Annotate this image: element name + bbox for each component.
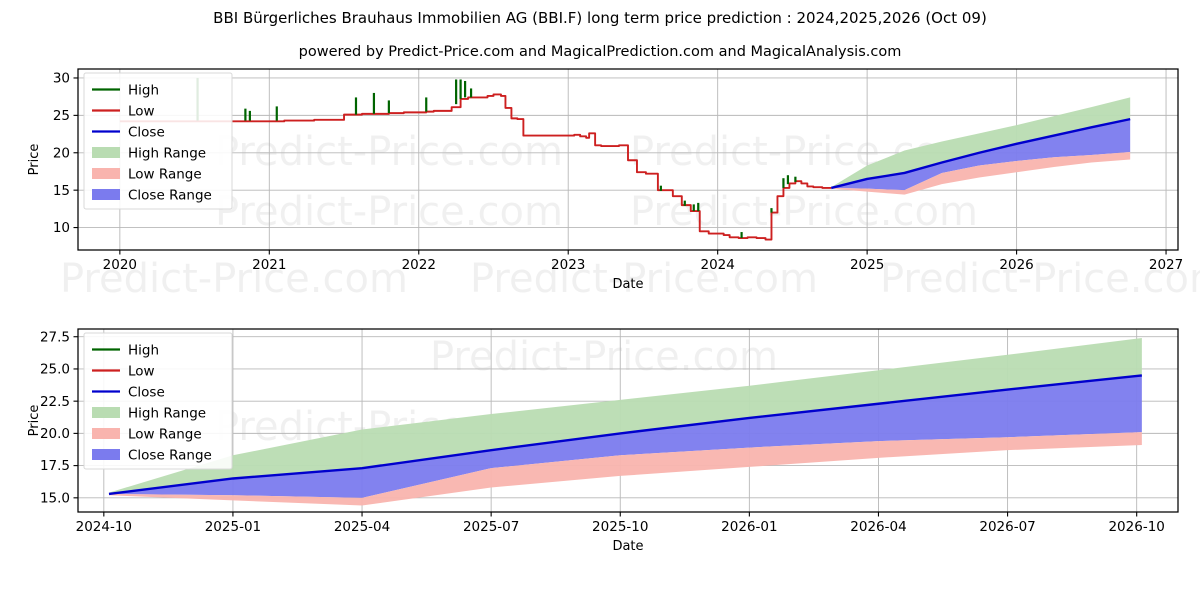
x-tick-label: 2025-01 bbox=[205, 519, 261, 535]
plot-frame bbox=[77, 328, 1179, 513]
x-tick-label: 2025-10 bbox=[592, 519, 648, 535]
legend-patch-swatch bbox=[92, 407, 120, 418]
y-tick-label: 15 bbox=[53, 183, 70, 199]
band-high-range bbox=[108, 338, 1142, 494]
x-tick-label: 2026-10 bbox=[1108, 519, 1164, 535]
band-low-range bbox=[831, 152, 1131, 195]
legend-item-high[interactable]: High bbox=[92, 342, 159, 358]
y-tick-label: 27.5 bbox=[40, 329, 70, 345]
legend-box bbox=[83, 332, 233, 470]
x-tick-label: 2026-01 bbox=[721, 519, 777, 535]
legend-box bbox=[83, 72, 233, 210]
x-tick-label: 2025-04 bbox=[334, 519, 390, 535]
legend-item-low-range[interactable]: Low Range bbox=[92, 166, 202, 182]
y-tick-label: 17.5 bbox=[40, 458, 70, 474]
legend-label: High bbox=[128, 82, 159, 98]
y-tick-label: 25 bbox=[53, 108, 70, 124]
x-tick-label: 2024 bbox=[700, 257, 734, 273]
forecast-chart: Predict-Price.comPredict-Price.comPredic… bbox=[27, 328, 1179, 554]
legend-patch-swatch bbox=[92, 147, 120, 158]
legend-item-high-range[interactable]: High Range bbox=[92, 405, 206, 421]
legend-patch-swatch bbox=[92, 168, 120, 179]
x-tick-label: 2026-07 bbox=[979, 519, 1035, 535]
x-tick-label: 2020 bbox=[103, 257, 137, 273]
legend-item-close-range[interactable]: Close Range bbox=[92, 447, 212, 463]
overview-chart: Predict-Price.com Predict-Price.com Predic… bbox=[27, 68, 1200, 302]
legend-patch-swatch bbox=[92, 449, 120, 460]
legend-item-high-range[interactable]: High Range bbox=[92, 145, 206, 161]
y-tick-label: 30 bbox=[53, 71, 70, 87]
watermark-text: Predict-Price.com bbox=[880, 256, 1200, 302]
plot-frame bbox=[77, 68, 1179, 251]
series-low bbox=[119, 93, 832, 241]
x-tick-label: 2024-10 bbox=[76, 519, 132, 535]
legend-item-close[interactable]: Close bbox=[92, 384, 165, 400]
x-tick-label: 2022 bbox=[402, 257, 436, 273]
x-tick-label: 2025-07 bbox=[463, 519, 519, 535]
x-axis-label: Date bbox=[612, 277, 643, 292]
legend-label: High Range bbox=[128, 405, 206, 421]
y-tick-label: 20 bbox=[53, 145, 70, 161]
legend-label: High bbox=[128, 342, 159, 358]
page-title: BBI Bürgerliches Brauhaus Immobilien AG … bbox=[213, 9, 987, 27]
legend-item-low-range[interactable]: Low Range bbox=[92, 426, 202, 442]
x-tick-label: 2025 bbox=[850, 257, 884, 273]
legend-label: Low bbox=[128, 363, 155, 379]
watermark-text: Predict-Price.com bbox=[215, 129, 563, 175]
watermark-text: Predict-Price.com bbox=[215, 189, 563, 235]
x-axis-label: Date bbox=[612, 539, 643, 554]
legend-label: Close bbox=[128, 124, 165, 140]
series-close bbox=[830, 117, 1131, 190]
x-tick-label: 2021 bbox=[252, 257, 286, 273]
y-tick-label: 20.0 bbox=[40, 426, 70, 442]
legend-label: Close Range bbox=[128, 447, 212, 463]
legend-label: Low Range bbox=[128, 166, 202, 182]
band-close-range bbox=[108, 375, 1142, 498]
y-tick-label: 15.0 bbox=[40, 490, 70, 506]
legend-item-low[interactable]: Low bbox=[92, 363, 155, 379]
legend-label: High Range bbox=[128, 145, 206, 161]
legend-label: Low Range bbox=[128, 426, 202, 442]
y-axis-label: Price bbox=[27, 405, 42, 437]
legend-label: Close Range bbox=[128, 187, 212, 203]
watermark-text: Predict-Price.com bbox=[60, 256, 408, 302]
x-tick-label: 2027 bbox=[1149, 257, 1183, 273]
legend-label: Low bbox=[128, 103, 155, 119]
y-axis-label: Price bbox=[27, 144, 42, 176]
legend-item-close[interactable]: Close bbox=[92, 124, 165, 140]
band-close-range bbox=[831, 119, 1131, 191]
y-tick-label: 25.0 bbox=[40, 362, 70, 378]
legend-label: Close bbox=[128, 384, 165, 400]
legend-item-high[interactable]: High bbox=[92, 82, 159, 98]
series-close bbox=[108, 374, 1142, 496]
page-subtitle: powered by Predict-Price.com and Magical… bbox=[298, 44, 902, 60]
x-tick-label: 2026 bbox=[999, 257, 1033, 273]
legend-item-low[interactable]: Low bbox=[92, 103, 155, 119]
y-tick-label: 10 bbox=[53, 220, 70, 236]
legend-item-close-range[interactable]: Close Range bbox=[92, 187, 212, 203]
legend-patch-swatch bbox=[92, 189, 120, 200]
y-tick-label: 22.5 bbox=[40, 394, 70, 410]
watermark-text: Predict-Price.com bbox=[470, 256, 818, 302]
x-tick-label: 2023 bbox=[551, 257, 585, 273]
x-tick-label: 2026-04 bbox=[850, 519, 906, 535]
band-high-range bbox=[831, 97, 1131, 188]
watermark-text: Predict-Price.com bbox=[430, 334, 778, 380]
band-low-range bbox=[108, 432, 1142, 506]
legend-patch-swatch bbox=[92, 428, 120, 439]
